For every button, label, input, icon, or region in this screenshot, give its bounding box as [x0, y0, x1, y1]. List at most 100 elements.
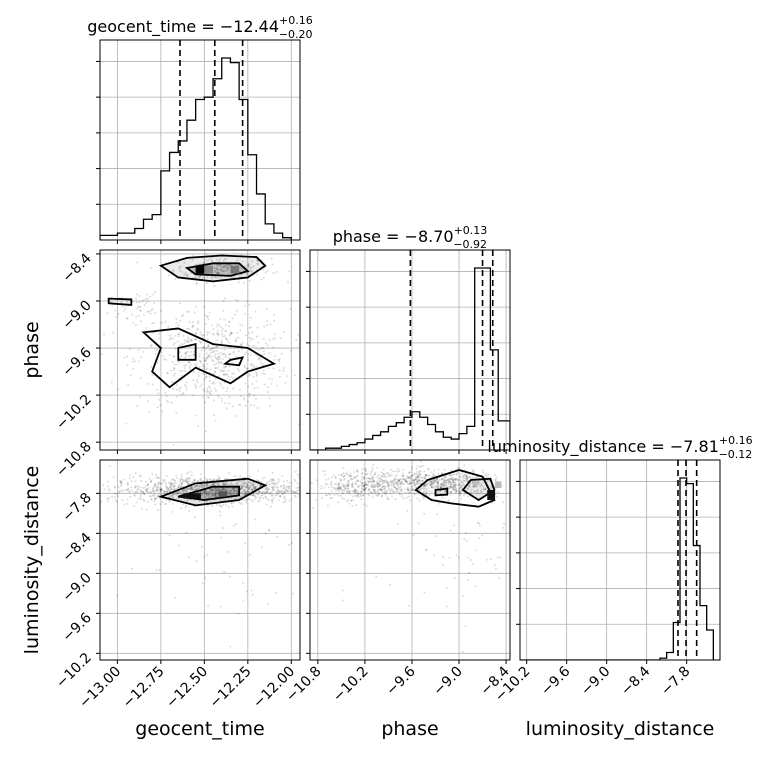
sample-point [187, 327, 190, 330]
sample-point [118, 491, 121, 494]
sample-point [437, 502, 440, 505]
sample-point [467, 487, 470, 490]
sample-point [129, 495, 132, 498]
sample-point [228, 489, 231, 492]
sample-point [195, 362, 198, 365]
sample-point [119, 481, 122, 484]
sample-point [474, 483, 477, 486]
sample-point [338, 486, 341, 489]
sample-point [337, 486, 340, 489]
sample-point [221, 488, 224, 491]
sample-point [424, 484, 427, 487]
sample-point [419, 473, 422, 476]
density-cell [195, 265, 205, 274]
sample-point [163, 358, 166, 361]
sample-point [346, 473, 349, 476]
sample-point [203, 365, 206, 368]
sample-point [194, 414, 197, 417]
sample-point [417, 481, 420, 484]
sample-point [460, 486, 463, 489]
sample-point [355, 468, 358, 471]
sample-point [126, 363, 129, 366]
sample-point [254, 310, 257, 313]
sample-point [146, 382, 149, 385]
sample-point [151, 383, 154, 386]
sample-point [333, 493, 336, 496]
sample-point [217, 332, 220, 335]
sample-point [355, 482, 358, 485]
sample-point [476, 481, 479, 484]
sample-point [227, 272, 230, 275]
sample-point [205, 376, 208, 379]
sample-point [453, 484, 456, 487]
sample-point [147, 486, 150, 489]
sample-point [189, 354, 192, 357]
sample-point [466, 476, 469, 479]
sample-point [205, 491, 208, 494]
sample-point [369, 477, 372, 480]
sample-point [380, 478, 383, 481]
sample-point [141, 491, 144, 494]
sample-point [442, 481, 445, 484]
sample-point [185, 273, 188, 276]
panel-luminosity-distance-vs-geocent-time [100, 460, 362, 660]
sample-point [373, 492, 376, 495]
sample-point [392, 482, 395, 485]
sample-point [134, 486, 137, 489]
sample-point [423, 470, 426, 473]
sample-point [247, 490, 250, 493]
sample-point [241, 486, 244, 489]
sample-point [440, 482, 443, 485]
sample-point [266, 270, 269, 273]
sample-point [379, 487, 382, 490]
sample-point [433, 481, 436, 484]
sample-point [234, 474, 237, 477]
sample-point [148, 410, 151, 413]
sample-point [344, 488, 347, 491]
sample-point [152, 490, 155, 493]
sample-point [253, 345, 256, 348]
sample-point [430, 481, 433, 484]
sample-point [330, 496, 333, 499]
sample-point [158, 332, 161, 335]
sample-point [255, 353, 258, 356]
sample-point [112, 475, 115, 478]
sample-point [224, 329, 227, 332]
sample-point [216, 264, 219, 267]
sample-point [265, 503, 268, 506]
sample-point [175, 493, 178, 496]
sample-point [436, 487, 439, 490]
sample-point [360, 482, 363, 485]
sample-point [340, 494, 343, 497]
sample-point [207, 604, 210, 607]
sample-point [367, 477, 370, 480]
sample-point [360, 503, 362, 505]
sample-point [222, 309, 225, 312]
sample-point [216, 356, 219, 359]
sample-point [375, 575, 378, 578]
sample-point [436, 478, 439, 481]
sample-point [150, 498, 153, 501]
sample-point [472, 483, 475, 486]
sample-point [283, 491, 286, 494]
sample-point [378, 484, 381, 487]
sample-point [349, 472, 352, 475]
sample-point [221, 369, 224, 372]
sample-point [176, 492, 179, 495]
sample-point [376, 480, 379, 483]
sample-point [208, 496, 211, 499]
sample-point [262, 363, 265, 366]
sample-point [122, 489, 125, 492]
sample-point [151, 374, 154, 377]
sample-point [235, 340, 238, 343]
sample-point [215, 489, 218, 492]
sample-point [240, 343, 243, 346]
sample-point [216, 329, 219, 332]
sample-point [337, 483, 340, 486]
sample-point [243, 489, 246, 492]
sample-point [224, 483, 227, 486]
sample-point [244, 334, 247, 337]
sample-point [214, 353, 217, 356]
sample-point [367, 477, 370, 480]
sample-point [540, 478, 542, 480]
